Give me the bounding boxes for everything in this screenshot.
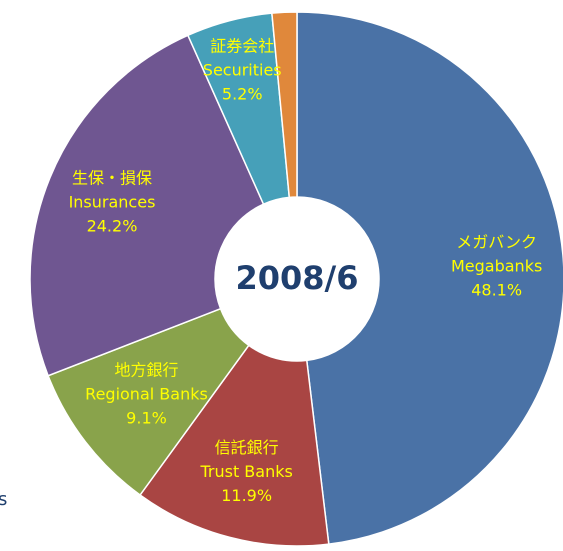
slice-label-ja: メガバンク — [456, 233, 537, 252]
donut-slice — [271, 11, 298, 199]
slice-label-ja: 証券会社 — [210, 37, 274, 56]
donut-slice — [29, 34, 265, 377]
slice-label-ja: 生保・損保 — [72, 169, 152, 188]
slice-label-en: Trust Banks — [199, 462, 292, 481]
donut-slice — [296, 11, 563, 545]
value-label: 9.1% — [126, 408, 167, 427]
value-label: 5.2% — [222, 85, 263, 104]
slice-label-ja: 地方銀行 — [114, 360, 178, 379]
slice-label-en: Securities — [203, 61, 282, 80]
slice-label-ja: 信託銀行 — [215, 438, 279, 457]
center-label: 2008/6 — [235, 259, 358, 297]
slice-label-en: Megabanks — [451, 257, 542, 276]
slice-label-en: Regional Banks — [85, 384, 208, 403]
slice-label-en: Insurances — [69, 193, 156, 212]
value-label: 48.1% — [471, 281, 522, 300]
value-label: 11.9% — [221, 486, 272, 505]
donut-slice — [139, 344, 330, 547]
donut-slice — [47, 307, 250, 497]
cropped-text: s — [0, 489, 7, 510]
value-label: 24.2% — [87, 217, 138, 236]
